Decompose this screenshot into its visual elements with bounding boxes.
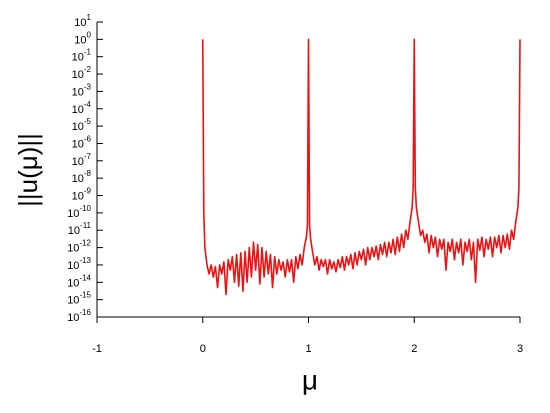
y-tick-exponent: -1 xyxy=(84,48,92,57)
y-tick-exponent: -4 xyxy=(84,100,92,109)
y-tick-label: 10-14 xyxy=(67,273,91,289)
x-tick-label: 2 xyxy=(411,343,417,355)
y-tick-base: 10 xyxy=(72,52,84,64)
x-axis-label: μ xyxy=(302,364,318,395)
y-tick-base: 10 xyxy=(72,104,84,116)
y-tick-exponent: -13 xyxy=(79,256,91,265)
y-tick-label: 10-15 xyxy=(67,291,91,307)
y-tick-label: 10-13 xyxy=(67,256,91,272)
y-tick-base: 10 xyxy=(67,260,79,272)
y-tick-label: 10-9 xyxy=(72,187,92,203)
y-tick-label: 10-6 xyxy=(72,135,92,151)
y-tick-base: 10 xyxy=(67,208,79,220)
y-tick-exponent: -6 xyxy=(84,135,92,144)
y-tick-label: 10-11 xyxy=(68,221,92,237)
y-tick-exponent: -12 xyxy=(79,239,91,248)
y-tick-base: 10 xyxy=(72,138,84,150)
y-tick-label: 10-5 xyxy=(72,117,92,133)
y-tick-exponent: -9 xyxy=(84,187,92,196)
y-tick-exponent: -5 xyxy=(84,117,92,126)
y-tick-label: 10-2 xyxy=(72,65,92,81)
y-tick-exponent: -16 xyxy=(79,308,91,317)
y-tick-label: 10-8 xyxy=(72,169,92,185)
y-tick-base: 10 xyxy=(72,156,84,168)
y-tick-exponent: -7 xyxy=(84,152,92,161)
y-tick-base: 10 xyxy=(67,295,79,307)
y-tick-base: 10 xyxy=(68,225,80,237)
y-tick-label: 10-16 xyxy=(67,308,91,324)
x-tick-label: 0 xyxy=(200,343,206,355)
y-tick-base: 10 xyxy=(74,17,86,29)
y-tick-exponent: -3 xyxy=(84,83,92,92)
y-tick-label: 101 xyxy=(74,13,91,29)
y-axis-label: ||u(μ)|| xyxy=(13,133,43,207)
data-line xyxy=(201,38,521,296)
y-tick-label: 100 xyxy=(74,30,91,46)
x-tick-label: 1 xyxy=(305,343,311,355)
y-tick-label: 10-3 xyxy=(72,83,92,99)
y-tick-base: 10 xyxy=(67,312,79,324)
x-tick-label: -1 xyxy=(92,343,102,355)
y-tick-base: 10 xyxy=(72,121,84,133)
y-tick-exponent: -15 xyxy=(79,291,91,300)
y-tick-label: 10-12 xyxy=(67,239,91,255)
y-tick-base: 10 xyxy=(74,34,86,46)
y-tick-exponent: -10 xyxy=(79,204,91,213)
x-tick-label: 3 xyxy=(517,343,523,355)
y-tick-exponent: -8 xyxy=(84,169,92,178)
y-tick-label: 10-7 xyxy=(72,152,92,168)
y-tick-exponent: 0 xyxy=(87,30,92,39)
y-tick-exponent: -11 xyxy=(80,221,92,230)
y-tick-base: 10 xyxy=(72,190,84,202)
y-tick-exponent: 1 xyxy=(87,13,92,22)
y-tick-exponent: -14 xyxy=(79,273,91,282)
y-tick-base: 10 xyxy=(67,242,79,254)
y-tick-base: 10 xyxy=(72,69,84,81)
y-tick-label: 10-1 xyxy=(72,48,92,64)
y-tick-base: 10 xyxy=(67,277,79,289)
y-tick-base: 10 xyxy=(72,173,84,185)
y-tick-label: 10-4 xyxy=(72,100,92,116)
y-tick-label: 10-10 xyxy=(67,204,91,220)
y-tick-base: 10 xyxy=(72,86,84,98)
y-tick-exponent: -2 xyxy=(84,65,92,74)
